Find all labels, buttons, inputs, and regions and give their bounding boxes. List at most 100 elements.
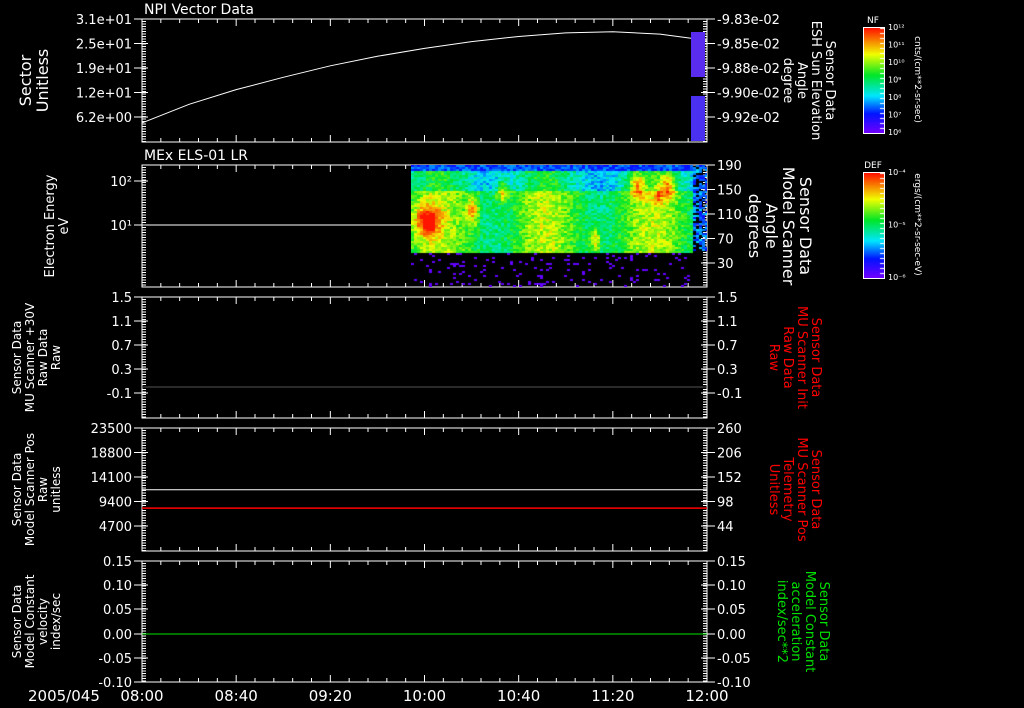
colorbar-tick-label: 10⁷ [888,111,901,120]
colorbar-units: ergs/(cm**2-sr-sec-eV) [912,173,922,275]
y2-axis-label: acceleration [788,581,803,661]
time-label: 11:20 [591,687,634,705]
sun-elevation-block [691,96,705,141]
y2-tick-label: -0.05 [717,652,751,667]
y-tick-label: 0.7 [111,339,132,354]
y2-axis-label: degrees [745,194,764,258]
colorbar-tick-label: 10⁶ [888,128,901,137]
y-axis-label: Unitless [33,49,52,113]
time-label: 09:20 [309,687,352,705]
y-tick-label: -0.1 [107,387,132,402]
y-axis-label: MU Scanner +30V [23,302,37,412]
panel-frame [141,296,708,419]
y-tick-label: 10² [110,175,132,190]
y2-axis-label: Angle [794,62,809,99]
def-colorbar [863,172,885,279]
y2-tick-label: 0.00 [717,628,746,643]
y2-tick-label: 1.5 [717,291,738,306]
y2-tick-label: 44 [717,520,734,535]
colorbar-tick-label: 10⁻⁶ [888,273,906,282]
y-tick-label: 18800 [91,447,132,462]
y2-axis-label: Unitless [766,464,781,516]
colorbar-tick-label: 10¹⁰ [888,58,905,67]
colorbar-title: NF [867,16,879,26]
colorbar-title: DEF [864,161,882,171]
sector-line [141,31,708,124]
y2-tick-label: -9.88e-02 [717,62,780,77]
y-tick-label: 1.9e+01 [76,62,132,77]
y2-tick-label: 30 [717,257,734,272]
y-tick-label: 0.10 [103,579,132,594]
y-axis-label: velocity [36,598,50,645]
y-tick-label: 0.3 [111,363,132,378]
electron-spectrogram [411,165,707,287]
y-tick-label: 6.2e+00 [76,111,132,126]
y2-tick-label: -0.1 [717,387,742,402]
date-label: 2005/045 [28,687,100,705]
colorbar-tick-label: 10⁻⁴ [888,168,906,177]
colorbar-tick-label: 10⁹ [888,76,901,85]
y2-tick-label: 70 [717,233,734,248]
y-tick-label: 0.15 [103,555,132,570]
y2-tick-label: 0.10 [717,579,746,594]
y2-axis-label: ESH Sun Elevation [808,21,823,141]
y-tick-label: 1.2e+01 [76,87,132,102]
y-axis-label: Sensor Data [10,585,24,659]
colorbar-tick-label: 10⁸ [888,93,901,102]
y2-axis-label: Sensor Data [816,582,831,662]
time-label: 10:40 [497,687,540,705]
y2-axis-label: Raw Data [780,326,795,389]
y-axis-label: Model Constant [23,574,37,668]
y2-tick-label: 190 [717,159,742,174]
y2-axis-label: MU Scanner Pos [794,437,809,542]
y2-axis-label: MU Scanner Init [794,306,809,409]
y-tick-label: 0.05 [103,603,132,618]
panel-title: NPI Vector Data [144,2,254,18]
y-axis-label: Sensor Data [10,321,24,395]
y2-axis-label: Model Constant [802,571,817,673]
y2-axis-label: index/sec**2 [774,580,789,663]
time-label: 08:00 [120,687,163,705]
sun-elevation-block [691,32,705,77]
y2-tick-label: 0.15 [717,555,746,570]
colorbar-tick-label: 10¹¹ [888,41,905,50]
y-axis-label: Raw Data [36,329,50,387]
time-label: 12:00 [685,687,728,705]
y2-axis-label: Sensor Data [822,41,837,121]
y-axis-label: unitless [49,466,63,512]
y-axis-label: Model Scanner Pos [23,433,37,546]
y2-tick-label: 98 [717,496,734,511]
y2-tick-label: 260 [717,422,742,437]
panel-frame [141,18,708,143]
y2-axis-label: Model Scanner [779,167,798,286]
y-tick-label: -0.05 [98,652,132,667]
y2-axis-label: Telemetry [780,456,795,521]
nf-colorbar [863,27,885,134]
colorbar-units: cnts/(cm**2-sr-sec) [912,36,922,123]
y2-tick-label: -0.10 [717,676,751,691]
y2-tick-label: 0.7 [717,339,738,354]
y2-tick-label: -9.90e-02 [717,87,780,102]
y2-tick-label: 0.05 [717,603,746,618]
y2-tick-label: 1.1 [717,315,738,330]
y2-axis-label: degree [780,58,795,104]
colorbar-tick-label: 10¹² [888,23,905,32]
y-axis-label: eV [57,217,72,234]
y-tick-label: 1.1 [111,315,132,330]
y-axis-label: Sensor Data [10,453,24,527]
y-axis-label: Raw [36,477,50,502]
y-tick-label: 4700 [99,520,132,535]
panel-title: MEx ELS-01 LR [144,148,248,164]
y2-axis-label: Angle [762,203,781,249]
y-tick-label: 1.5 [111,291,132,306]
y-tick-label: 10¹ [110,219,132,234]
y-tick-label: 14100 [91,471,132,486]
panel-frame [141,560,708,683]
y2-tick-label: 152 [717,471,742,486]
y-tick-label: 3.1e+01 [76,13,132,28]
y2-axis-label: Sensor Data [808,318,823,398]
y-axis-label: Raw [49,345,63,370]
y2-axis-label: Sensor Data [808,450,823,530]
y2-axis-label: Sensor Data [796,177,815,275]
y-tick-label: 0.00 [103,628,132,643]
